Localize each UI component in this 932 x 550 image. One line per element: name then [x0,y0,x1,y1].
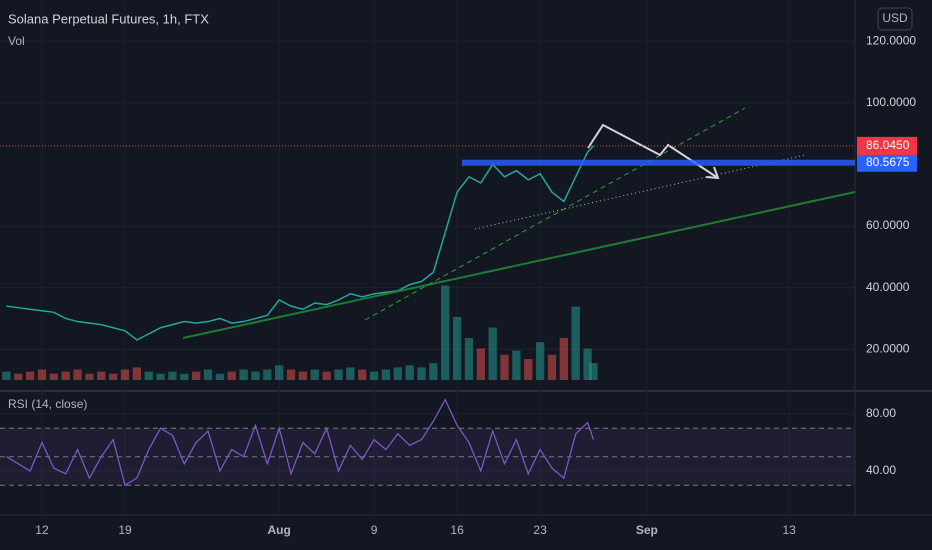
volume-bar [429,363,438,380]
x-tick-label: 12 [35,523,49,537]
level-label: 80.5675 [866,155,910,169]
volume-bar [120,369,130,380]
volume-bar [322,371,331,380]
volume-bar [488,327,497,380]
volume-bar [452,317,462,380]
volume-bar [512,350,521,380]
volume-bar [405,365,414,380]
volume-bar [97,371,106,380]
level-band [461,159,855,166]
trendline-dotted [474,154,806,230]
volume-bar [559,338,568,380]
volume-bar [441,285,450,380]
currency-button[interactable] [877,7,913,31]
volume-bar [37,369,47,380]
volume-bar [227,371,236,380]
volume-bar [535,342,545,380]
volume-bar [464,338,474,380]
marks [0,0,855,515]
y-tick-label: 20.0000 [866,341,910,355]
level-label-box [857,153,917,172]
volume-bar [203,369,213,380]
y-tick-label: 120.0000 [866,33,916,47]
volume-bar [298,371,308,380]
volume-bar [25,371,35,380]
volume-bar [180,373,189,380]
x-tick-label: Sep [636,523,658,537]
arrow-head [705,166,720,180]
volume-bar [192,371,201,380]
rsi-title: RSI (14, close) [8,397,87,411]
volume-bar [589,363,598,380]
volume-bar [108,373,118,380]
volume-bar [358,369,367,380]
volume-bar [500,354,509,380]
volume-bar [251,371,260,380]
y-tick-label: 100.0000 [866,95,916,109]
projection-arrow [587,123,719,179]
volume-bar [49,373,58,380]
volume-bar [393,367,402,380]
volume-bar [571,306,580,380]
x-tick-label: 9 [371,523,378,537]
volume-bar [132,367,142,380]
rsi-tick-label: 40.00 [866,463,896,477]
volume-bar [583,348,592,380]
volume-bar [61,371,70,380]
y-tick-label: 60.0000 [866,218,910,232]
y-tick-label: 40.0000 [866,280,910,294]
x-tick-label: 16 [450,523,464,537]
volume-bar [334,369,343,380]
volume-bar [369,371,379,380]
volume-bar [263,369,272,380]
chart-title: Solana Perpetual Futures, 1h, FTX [8,11,209,26]
x-tick-label: 19 [118,523,132,537]
volume-bar [85,373,94,380]
volume-bar [275,365,284,380]
x-tick-label: 23 [533,523,547,537]
volume-bar [381,369,391,380]
rsi-line [6,398,595,487]
x-tick-label: 13 [782,523,796,537]
x-tick-label: Aug [268,523,291,537]
volume-bar [310,369,319,380]
last-price-box [857,136,917,155]
volume-bar [168,371,177,380]
trendline [182,191,856,339]
volume-bar [239,369,248,380]
trendline-dashed [364,107,746,321]
volume-bar [524,359,533,380]
volume-bar [2,371,11,380]
price-line [6,145,595,341]
volume-label: Vol [8,34,25,48]
volume-bar [156,373,165,380]
volume-bar [73,369,82,380]
last-price-label: 86.0450 [866,138,910,152]
volume-bar [14,373,23,380]
currency: USD [882,11,908,25]
volume-bar [476,348,485,380]
volume-bar [144,371,153,380]
volume-bar [346,367,355,380]
volume-bar [417,367,426,380]
volume-bar [547,354,557,380]
volume-bar [215,373,225,380]
volume-bar [286,369,296,380]
rsi-tick-label: 80.00 [866,406,896,420]
